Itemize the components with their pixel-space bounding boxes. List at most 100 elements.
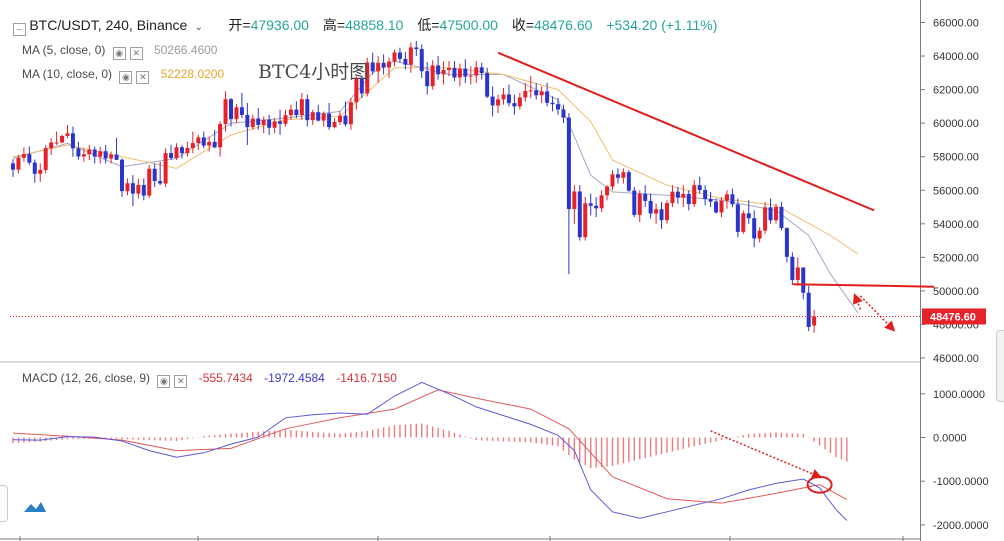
candle: [665, 200, 669, 224]
candle-body: [779, 206, 784, 229]
candle-body: [561, 109, 566, 118]
candle-body: [637, 193, 642, 215]
candle-body: [261, 119, 266, 125]
candle: [256, 108, 261, 130]
candle: [812, 310, 817, 333]
candle: [343, 101, 348, 127]
candle: [348, 97, 353, 130]
candle-body: [436, 65, 441, 75]
candle: [801, 267, 806, 300]
macd-hist-value: -555.7434: [198, 371, 253, 385]
candle-body: [626, 172, 631, 191]
candle: [305, 94, 310, 127]
candle: [288, 104, 293, 120]
macd-axis[interactable]: 1000.0000 0.0000 -1000.0000 -2000.0000: [920, 389, 989, 532]
eye-icon[interactable]: ◉: [119, 71, 133, 84]
close-icon[interactable]: ✕: [136, 71, 150, 84]
candle: [572, 185, 577, 224]
candle: [370, 52, 375, 75]
close-icon[interactable]: ✕: [174, 375, 188, 388]
candle: [577, 185, 582, 241]
candle: [98, 146, 103, 164]
candle: [60, 134, 65, 144]
candle-body: [81, 154, 86, 157]
ma5-label[interactable]: MA (5, close, 0): [22, 43, 106, 57]
close-icon[interactable]: ✕: [129, 47, 143, 60]
candle: [643, 185, 648, 208]
candle: [588, 193, 593, 216]
candle-body: [594, 205, 599, 209]
price-axis[interactable]: 46000.0048000.0050000.0052000.0054000.00…: [920, 18, 986, 366]
candle-body: [338, 115, 342, 123]
candle: [185, 141, 190, 157]
candle-body: [11, 163, 15, 170]
ma10-label[interactable]: MA (10, close, 0): [22, 67, 113, 81]
candle-body: [376, 62, 381, 72]
candle: [414, 40, 419, 57]
candle-body: [468, 75, 473, 77]
macd-legend: MACD (12, 26, close, 9) ◉ ✕ -555.7434 -19…: [22, 371, 397, 388]
candle-body: [381, 62, 386, 68]
macd-label[interactable]: MACD (12, 26, close, 9): [22, 371, 151, 385]
candle: [703, 185, 708, 206]
price-tick-label: 64000.00: [933, 51, 979, 63]
candle-body: [169, 153, 174, 158]
tradingview-logo-icon[interactable]: [22, 498, 48, 516]
candle-body: [141, 184, 146, 196]
chevron-down-icon[interactable]: ⌄: [194, 22, 204, 33]
candle: [376, 56, 381, 83]
candle: [528, 76, 533, 98]
candle: [539, 86, 544, 104]
macd-tick-label: -2000.0000: [933, 520, 989, 532]
candle: [425, 61, 430, 95]
candle: [109, 151, 114, 164]
candle-body: [120, 159, 124, 192]
candle-body: [659, 209, 664, 221]
candle: [190, 131, 195, 154]
candle: [474, 61, 479, 83]
candle-body: [60, 135, 65, 143]
candle-body: [447, 67, 451, 71]
candle-body: [686, 193, 691, 205]
candle: [130, 175, 135, 207]
candle: [594, 196, 599, 218]
candle: [719, 196, 724, 218]
collapse-icon[interactable]: ─: [13, 23, 26, 36]
candle: [387, 57, 392, 78]
left-scroll-handle[interactable]: [0, 485, 8, 522]
candle-body: [348, 102, 353, 125]
candle-body: [746, 213, 751, 219]
price-tick-label: 62000.00: [933, 85, 979, 97]
eye-icon[interactable]: ◉: [112, 47, 126, 60]
candle: [321, 111, 326, 127]
candle-body: [365, 62, 370, 94]
candle-body: [109, 154, 114, 159]
candle-body: [294, 109, 299, 116]
candle-body: [724, 194, 729, 201]
eye-icon[interactable]: ◉: [157, 375, 171, 388]
right-scroll-handle[interactable]: [996, 330, 1004, 402]
candle-body: [419, 49, 424, 72]
candle-body: [152, 168, 157, 182]
candle-body: [16, 157, 21, 170]
candle-body: [32, 162, 37, 174]
candle: [419, 44, 424, 78]
candle: [141, 178, 146, 201]
candle-body: [588, 203, 593, 206]
candle-body: [577, 191, 582, 238]
candle: [779, 201, 784, 231]
candle-body: [615, 174, 620, 178]
symbol-title[interactable]: BTC/USDT, 240, Binance: [29, 17, 188, 33]
candle-body: [299, 99, 304, 116]
candle-body: [370, 62, 375, 72]
candle-body: [245, 114, 250, 128]
candle-body: [806, 292, 811, 327]
candle: [201, 131, 206, 149]
candle-body: [256, 118, 261, 125]
candle: [768, 198, 773, 224]
candle-body: [632, 190, 637, 215]
candle-body: [54, 142, 59, 144]
candle-body: [566, 117, 571, 209]
